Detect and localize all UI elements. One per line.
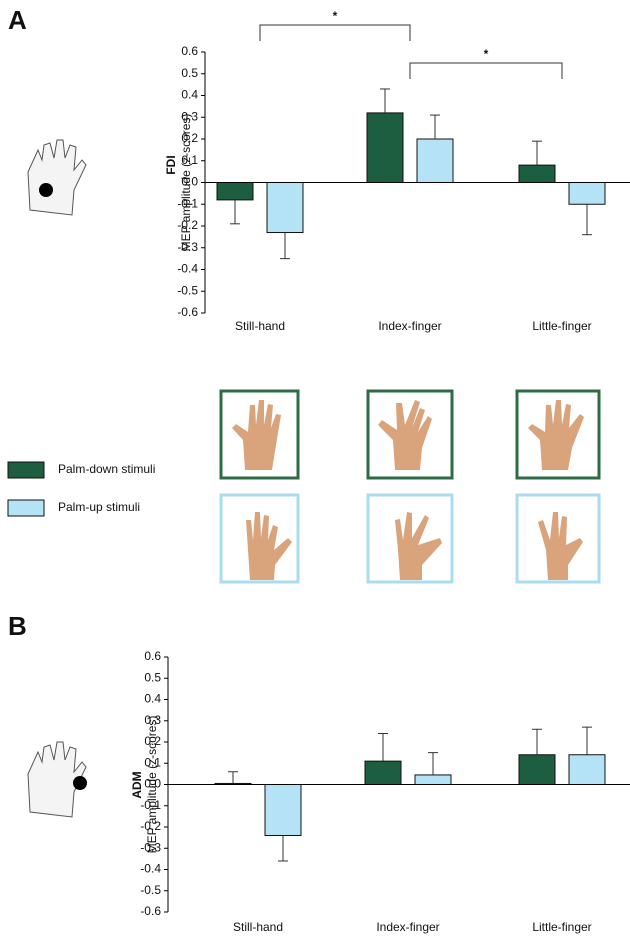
y-tick-label: 0.0 xyxy=(144,777,161,791)
y-tick-label: 0.4 xyxy=(181,88,198,102)
x-tick-label: Still-hand xyxy=(233,920,283,934)
y-tick-label: -0.2 xyxy=(177,218,198,232)
bar xyxy=(267,183,303,233)
muscle-label: ADM xyxy=(130,771,144,798)
y-tick-label: -0.5 xyxy=(177,283,198,297)
bar xyxy=(367,113,403,183)
bar xyxy=(569,183,605,205)
y-tick-label: 0.5 xyxy=(181,66,198,80)
y-tick-label: -0.6 xyxy=(140,904,161,918)
y-tick-label: 0.0 xyxy=(181,175,198,189)
bar xyxy=(519,755,555,785)
y-tick-label: -0.1 xyxy=(140,798,161,812)
legend-swatch xyxy=(8,500,44,516)
y-tick-label: 0.3 xyxy=(144,713,161,727)
y-tick-label: 0.3 xyxy=(181,109,198,123)
y-tick-label: -0.4 xyxy=(177,262,198,276)
y-tick-label: 0.1 xyxy=(181,153,198,167)
significance-star: * xyxy=(333,9,338,23)
bar xyxy=(365,761,401,784)
bar xyxy=(217,183,253,200)
x-tick-label: Index-finger xyxy=(378,319,441,333)
y-tick-label: -0.1 xyxy=(177,196,198,210)
x-tick-label: Still-hand xyxy=(235,319,285,333)
legend-label: Palm-down stimuli xyxy=(58,462,155,476)
bar xyxy=(415,775,451,785)
legend-swatch xyxy=(8,462,44,478)
x-tick-label: Index-finger xyxy=(376,920,439,934)
y-tick-label: -0.3 xyxy=(177,240,198,254)
bar xyxy=(569,755,605,785)
y-tick-label: 0.4 xyxy=(144,692,161,706)
y-tick-label: 0.6 xyxy=(144,649,161,663)
y-tick-label: 0.2 xyxy=(181,131,198,145)
bar xyxy=(519,165,555,182)
x-tick-label: Little-finger xyxy=(532,920,591,934)
y-tick-label: 0.6 xyxy=(181,44,198,58)
x-tick-label: Little-finger xyxy=(532,319,591,333)
legend-label: Palm-up stimuli xyxy=(58,500,140,514)
y-tick-label: 0.1 xyxy=(144,755,161,769)
panel-label: A xyxy=(8,5,27,35)
y-tick-label: -0.5 xyxy=(140,883,161,897)
significance-bracket xyxy=(410,63,562,79)
figure: AFDIMEP amplitude (z-scores)0.60.50.40.3… xyxy=(0,0,630,942)
y-tick-label: -0.2 xyxy=(140,819,161,833)
muscle-label: FDI xyxy=(164,155,178,174)
y-tick-label: -0.3 xyxy=(140,840,161,854)
hand-drawing xyxy=(28,742,87,817)
y-tick-label: -0.6 xyxy=(177,305,198,319)
y-tick-label: 0.2 xyxy=(144,734,161,748)
panel-label: B xyxy=(8,611,27,641)
bar xyxy=(417,139,453,183)
y-tick-label: 0.5 xyxy=(144,670,161,684)
significance-bracket xyxy=(260,25,410,41)
hand-drawing xyxy=(28,140,86,215)
y-tick-label: -0.4 xyxy=(140,862,161,876)
bar xyxy=(265,785,301,836)
significance-star: * xyxy=(484,47,489,61)
